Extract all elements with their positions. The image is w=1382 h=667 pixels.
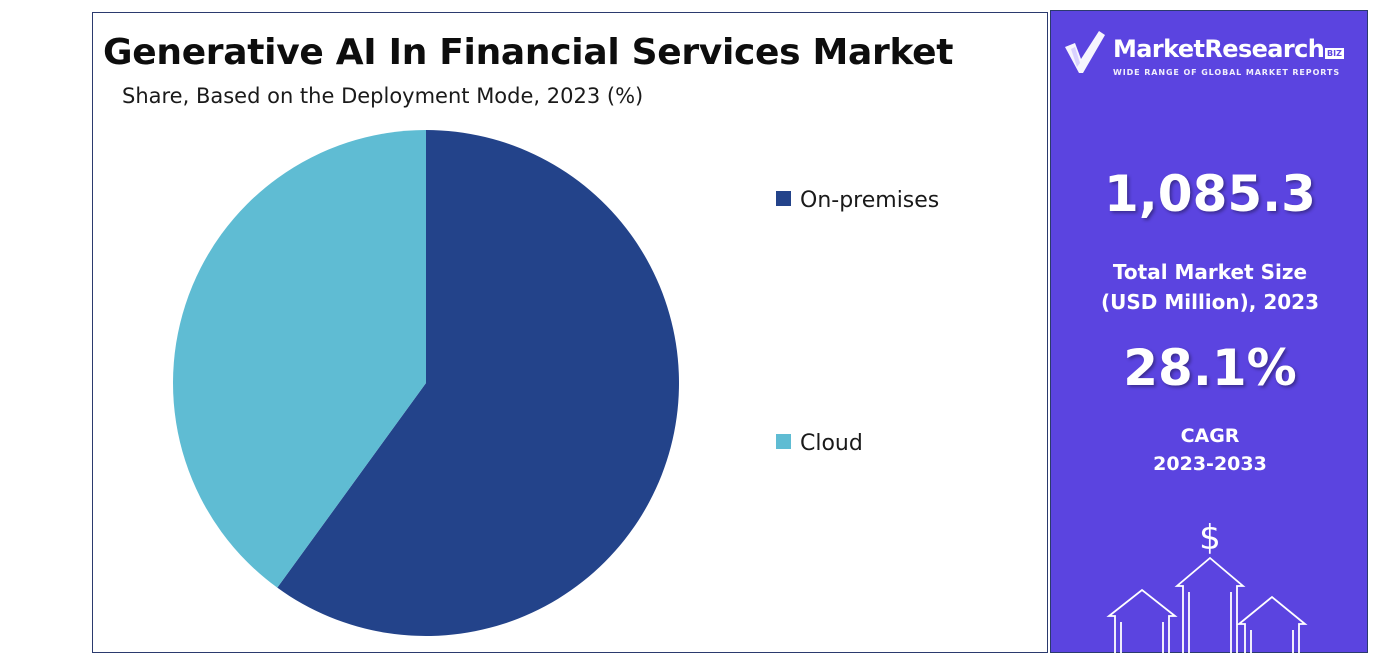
brand-tagline: WIDE RANGE OF GLOBAL MARKET REPORTS bbox=[1113, 68, 1340, 77]
pie-slice-cloud bbox=[173, 130, 426, 588]
market-size-value: 1,085.3 bbox=[1104, 165, 1316, 223]
legend-item-cloud: Cloud bbox=[776, 431, 863, 456]
brand-badge: BIZ bbox=[1325, 48, 1344, 59]
cagr-label-line-2: 2023-2033 bbox=[1153, 453, 1267, 475]
cagr-label: CAGR 2023-2033 bbox=[1051, 422, 1369, 478]
legend-swatch-on-premises bbox=[776, 191, 791, 206]
legend-label-cloud: Cloud bbox=[800, 431, 863, 456]
chart-title: Generative AI In Financial Services Mark… bbox=[103, 32, 954, 73]
summary-panel: MarketResearch BIZ WIDE RANGE OF GLOBAL … bbox=[1050, 10, 1369, 654]
cagr-label-line-1: CAGR bbox=[1180, 425, 1240, 447]
pie-slice-on-premises bbox=[277, 130, 680, 636]
market-size-label-line-1: Total Market Size bbox=[1112, 260, 1308, 284]
market-size-label-line-2: (USD Million), 2023 bbox=[1100, 290, 1320, 314]
checkmark-logo-icon bbox=[1065, 31, 1105, 73]
dollar-sign: $ bbox=[1199, 518, 1221, 558]
legend-swatch-cloud bbox=[776, 434, 791, 449]
growth-arrows-icon: $ bbox=[1106, 518, 1308, 654]
legend-label-on-premises: On-premises bbox=[800, 188, 940, 213]
arrow-left-icon bbox=[1106, 588, 1178, 654]
chart-subtitle: Share, Based on the Deployment Mode, 202… bbox=[122, 84, 644, 108]
arrow-center-icon bbox=[1174, 556, 1246, 654]
brand-name: MarketResearch bbox=[1113, 35, 1325, 63]
arrow-right-icon bbox=[1236, 595, 1308, 654]
legend-item-on-premises: On-premises bbox=[776, 188, 939, 213]
market-size-label: Total Market Size (USD Million), 2023 bbox=[1051, 257, 1369, 317]
brand-logo[interactable]: MarketResearch BIZ WIDE RANGE OF GLOBAL … bbox=[1063, 29, 1359, 89]
cagr-value: 28.1% bbox=[1123, 339, 1297, 397]
